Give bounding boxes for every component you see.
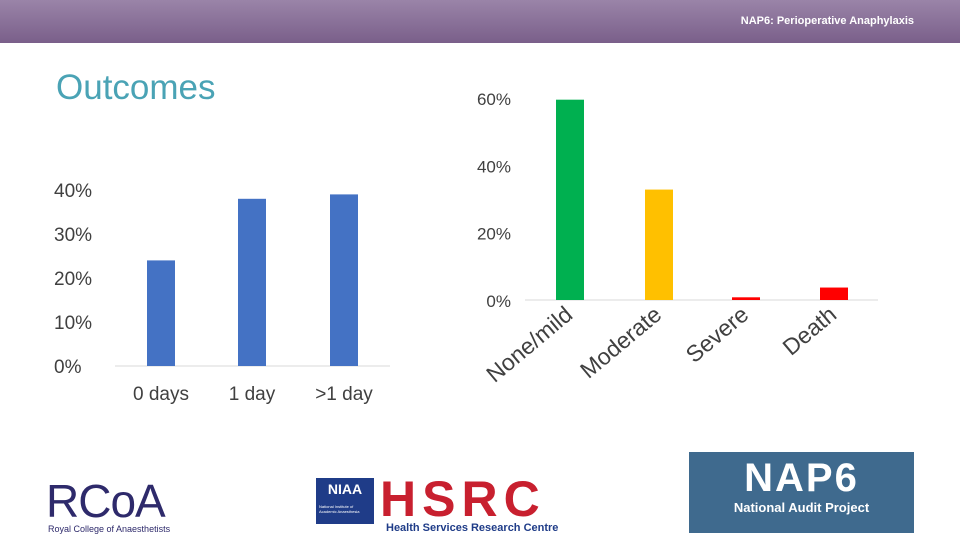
rcoa-logo: RCoA Royal College of Anaesthetists	[46, 476, 196, 536]
chart1-y-tick-label: 40%	[54, 181, 92, 202]
chart2-bar	[820, 287, 848, 300]
chart1-y-tick-label: 20%	[54, 269, 92, 290]
chart2-x-tick-label: Moderate	[575, 301, 666, 383]
hsrc-subtitle: Health Services Research Centre	[386, 522, 559, 534]
niaa-badge: NIAA National Institute of Academic Anae…	[316, 478, 374, 524]
niaa-badge-label: NIAA	[327, 481, 363, 497]
nap6-logo: NAP6 National Audit Project	[689, 452, 914, 533]
chart1-y-tick-label: 30%	[54, 225, 92, 246]
chart2-bar	[645, 189, 673, 300]
chart2-bar	[732, 297, 760, 300]
header-title: NAP6: Perioperative Anaphylaxis	[740, 15, 914, 27]
niaa-badge-small: National Institute of Academic Anaesthes…	[319, 504, 360, 514]
nap6-logo-mark: NAP6	[744, 456, 859, 500]
chart1-y-tick-label: 10%	[54, 313, 92, 334]
niaa-hsrc-logo: NIAA National Institute of Academic Anae…	[316, 471, 576, 538]
chart2-bar	[556, 99, 584, 300]
chart1-bar	[238, 198, 266, 366]
chart2-y-tick-label: 60%	[477, 90, 511, 109]
chart1-y-tick-label: 0%	[54, 357, 82, 378]
chart1-x-tick-label: >1 day	[315, 384, 373, 405]
chart1-bar	[147, 260, 175, 366]
chart2-x-tick-label: Death	[777, 301, 841, 360]
chart1-x-tick-label: 1 day	[229, 384, 276, 405]
rcoa-logo-mark: RCoA	[46, 475, 166, 527]
rcoa-logo-subtitle: Royal College of Anaesthetists	[48, 524, 171, 534]
chart2-x-tick-label: None/mild	[481, 301, 577, 387]
nap6-logo-subtitle: National Audit Project	[733, 500, 870, 515]
header-bar: NAP6: Perioperative Anaphylaxis	[0, 0, 960, 43]
chart2-y-tick-label: 20%	[477, 225, 511, 244]
hsrc-letters: HSRC	[380, 471, 546, 527]
slide-title: Outcomes	[56, 68, 216, 107]
chart2-y-tick-label: 40%	[477, 157, 511, 176]
chart1-x-tick-label: 0 days	[133, 384, 189, 405]
chart2-x-tick-label: Severe	[681, 301, 754, 368]
chart2-y-tick-label: 0%	[486, 292, 511, 311]
chart1-bar	[330, 194, 358, 366]
